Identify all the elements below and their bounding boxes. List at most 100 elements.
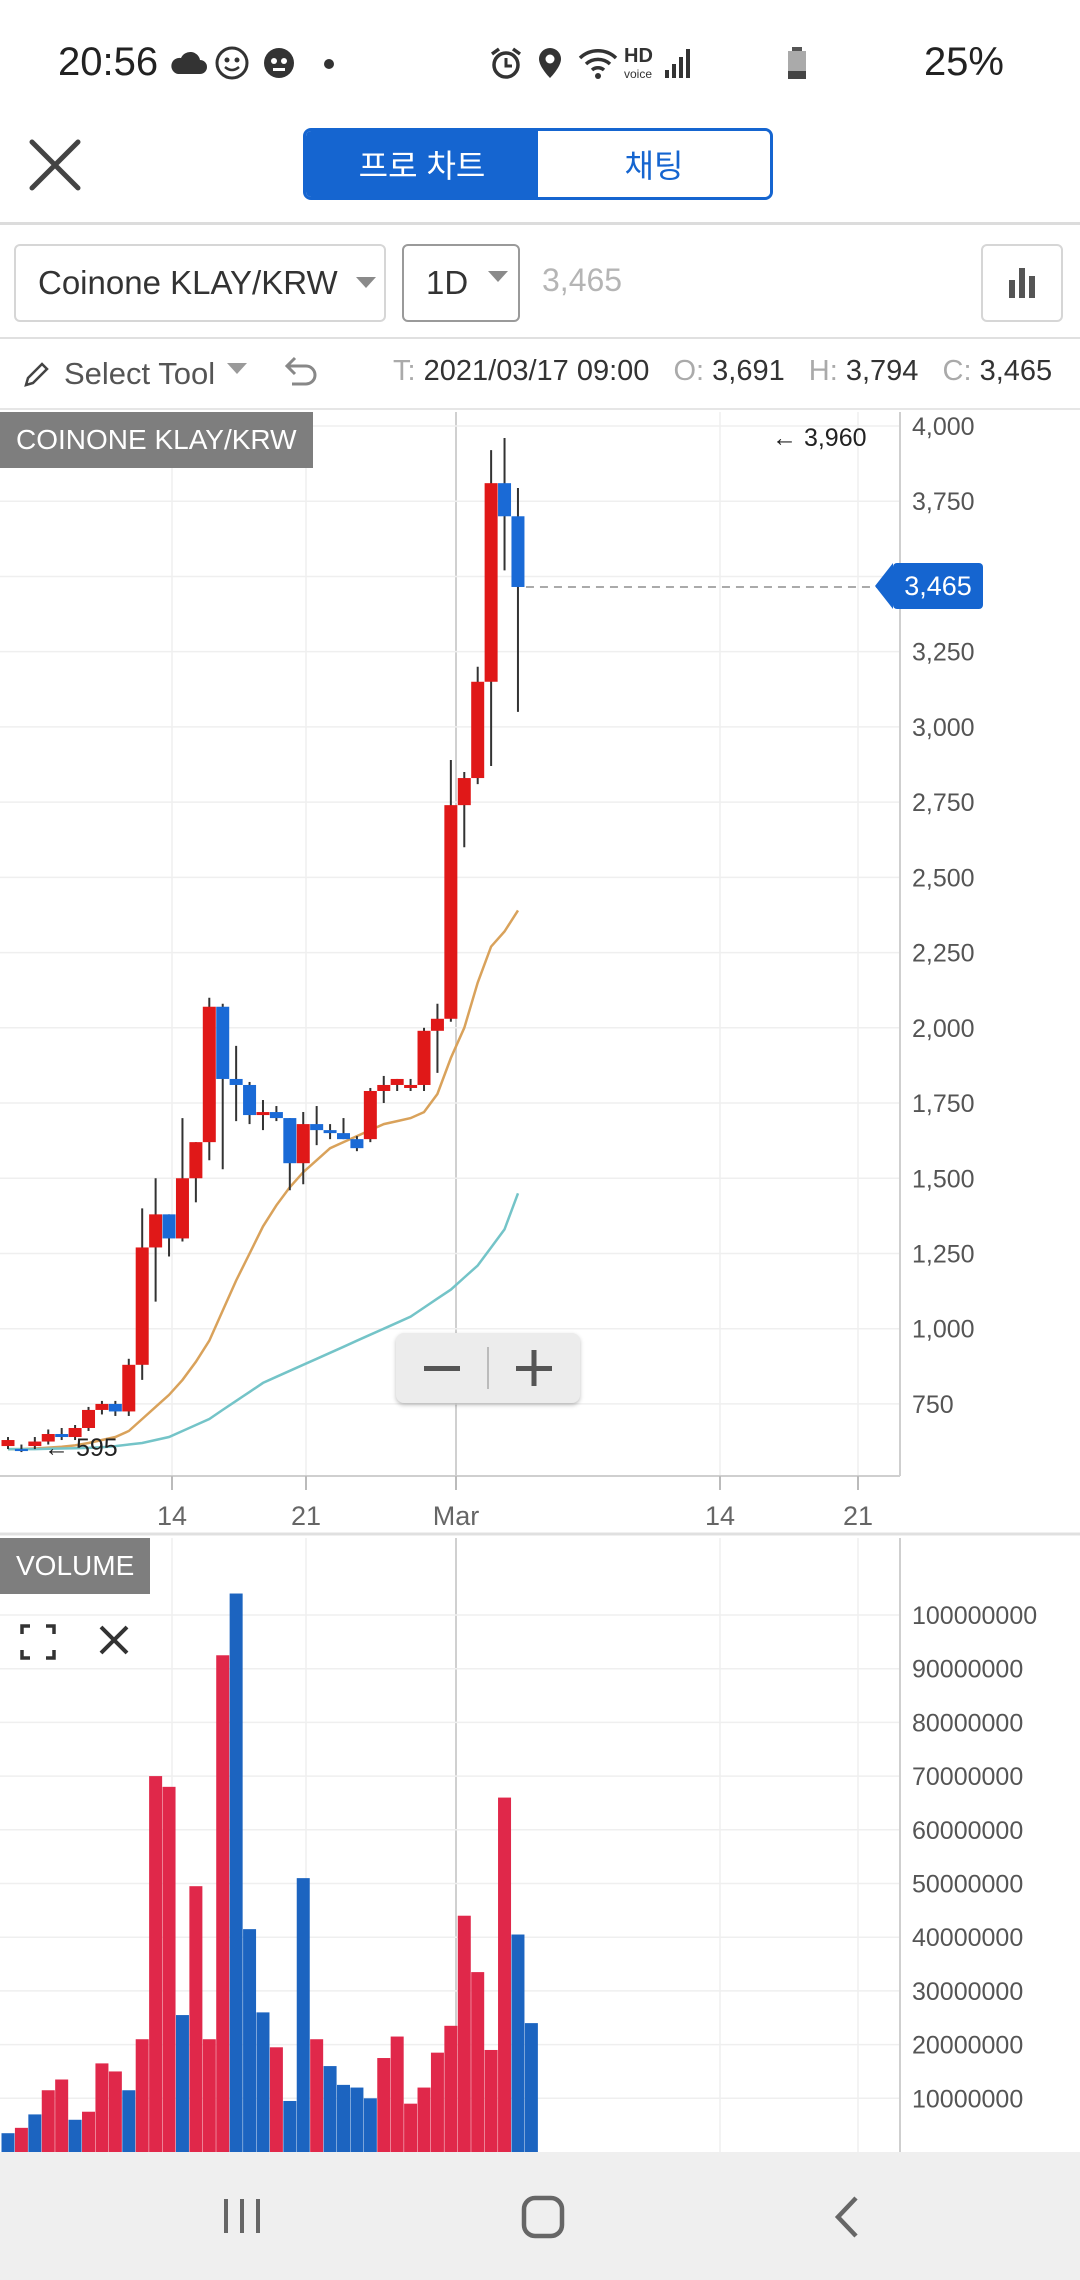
candle-body (135, 1247, 149, 1365)
close-button[interactable] (20, 130, 90, 200)
candle-body (175, 1178, 189, 1239)
wifi-icon (578, 49, 618, 79)
volume-bar (363, 2098, 377, 2152)
zoom-out-button[interactable] (396, 1333, 488, 1403)
divider (0, 337, 1080, 339)
price-axis-tick-label: 1,500 (912, 1165, 975, 1193)
volume-bar (471, 1972, 485, 2152)
chart-type-button[interactable] (981, 244, 1063, 322)
candle-body (430, 1018, 444, 1031)
select-tool-dropdown[interactable]: Select Tool (22, 353, 248, 395)
volume-bar (430, 2052, 444, 2152)
candle-body (1, 1440, 15, 1447)
expand-icon (20, 1624, 56, 1660)
volume-bar (296, 1878, 310, 2152)
status-time: 20:56 (58, 40, 159, 84)
candle-body (216, 1006, 230, 1079)
close-pane-button[interactable] (94, 1620, 134, 1660)
volume-bar (350, 2087, 364, 2152)
close-label: C: (942, 355, 972, 387)
volume-axis-tick-label: 20000000 (912, 2032, 1023, 2060)
candle-body (323, 1130, 337, 1134)
bar-chart-icon (1009, 268, 1035, 298)
time-axis-tick-label: Mar (433, 1501, 480, 1531)
alarm-icon (490, 47, 522, 79)
open-value: 3,691 (712, 355, 785, 387)
candle-body (68, 1427, 82, 1438)
volume-bar (28, 2114, 42, 2152)
time-axis-tick-label: 14 (705, 1501, 735, 1531)
home-button[interactable] (498, 2172, 588, 2262)
candle-body (350, 1139, 364, 1149)
volume-bar (310, 2039, 324, 2152)
candle-body (122, 1364, 136, 1412)
volume-bar (243, 1929, 257, 2152)
high-label: H: (808, 355, 838, 387)
undo-button[interactable] (278, 350, 322, 394)
volume-bar (323, 2066, 337, 2152)
time-axis-tick-label: 21 (291, 1501, 321, 1531)
volume-pane-label: VOLUME (0, 1538, 151, 1594)
view-tabs: 프로 차트 채팅 (303, 128, 773, 200)
tab-pro-chart[interactable]: 프로 차트 (306, 131, 538, 197)
signal-icon (665, 49, 690, 78)
candle-body (82, 1409, 96, 1428)
volume-bar (283, 2100, 297, 2152)
zoom-control (396, 1333, 580, 1403)
volume-axis-tick-label: 10000000 (912, 2085, 1023, 2113)
candle-body (269, 1112, 283, 1119)
moving-average-line (8, 909, 520, 1451)
volume-bar (82, 2111, 96, 2152)
volume-bar (189, 1886, 203, 2152)
candle-body (498, 483, 512, 517)
candle-body (283, 1118, 297, 1164)
price-axis-tick-label: 750 (912, 1391, 954, 1419)
candle-body (28, 1441, 42, 1447)
volume-bar (377, 2058, 391, 2152)
zoom-in-button[interactable] (488, 1333, 580, 1403)
candle-body (229, 1078, 243, 1085)
location-icon (539, 48, 561, 78)
price-axis-tick-label: 3,250 (912, 639, 975, 667)
candle-body (363, 1090, 377, 1140)
volume-bar (511, 1934, 525, 2152)
candle-body (404, 1084, 418, 1088)
volume-bar (122, 2090, 136, 2152)
volume-axis-tick-label: 50000000 (912, 1871, 1023, 1899)
volume-bar (269, 2047, 283, 2152)
price-axis-tick-label: 2,500 (912, 864, 975, 892)
volume-axis-tick-label: 60000000 (912, 1817, 1023, 1845)
system-navigation-bar (0, 2152, 1080, 2280)
close-icon (29, 139, 81, 191)
recent-apps-button[interactable] (197, 2172, 287, 2262)
time-axis-tick-label: 21 (843, 1501, 873, 1531)
candle-body (377, 1084, 391, 1091)
tab-chat[interactable]: 채팅 (538, 131, 770, 197)
candle-body (55, 1434, 69, 1438)
candle-body (162, 1214, 176, 1239)
volume-bar (68, 2119, 82, 2152)
candle-body (390, 1078, 404, 1085)
candle-body (95, 1403, 109, 1410)
maximize-pane-button[interactable] (18, 1622, 58, 1662)
divider (0, 222, 1080, 225)
dot-icon (324, 59, 334, 69)
candle-body (108, 1403, 122, 1412)
symbol-select[interactable]: Coinone KLAY/KRW (14, 244, 386, 322)
candle-body (444, 805, 458, 1019)
volume-bars (1, 1593, 538, 2152)
price-axis-tick-label: 2,750 (912, 789, 975, 817)
time-value: 2021/03/17 09:00 (423, 355, 650, 387)
volume-bar (175, 2015, 189, 2152)
candle-body (337, 1133, 350, 1140)
high-value: 3,794 (845, 355, 919, 387)
close-icon (99, 1625, 129, 1655)
back-button[interactable] (802, 2172, 892, 2262)
candle-body (417, 1030, 431, 1085)
chart-area[interactable]: 4,0003,7503,5003,2503,0002,7502,5002,250… (0, 410, 1080, 2152)
minus-icon (424, 1366, 460, 1371)
interval-select[interactable]: 1D (402, 244, 520, 322)
volume-axis-tick-label: 40000000 (912, 1924, 1023, 1952)
close-value: 3,465 (979, 355, 1053, 387)
candle-body (484, 483, 498, 682)
